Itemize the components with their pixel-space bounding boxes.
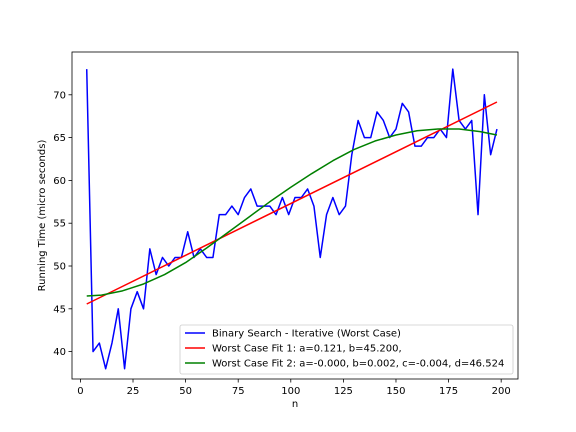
x-tick-label: 100	[281, 386, 300, 397]
x-tick-label: 75	[232, 386, 245, 397]
legend-label-binary-search: Binary Search - Iterative (Worst Case)	[212, 329, 401, 340]
y-tick-label: 60	[53, 176, 66, 187]
x-tick-label: 200	[492, 386, 511, 397]
legend: Binary Search - Iterative (Worst Case) W…	[179, 324, 514, 375]
plot-lines	[85, 68, 498, 370]
y-axis-label: Running Time (micro seconds)	[37, 140, 48, 292]
x-axis-label: n	[292, 399, 298, 410]
y-tick-label: 50	[53, 262, 66, 273]
x-tick-label: 125	[334, 386, 353, 397]
y-tick-label: 45	[53, 304, 66, 315]
x-tick-label: 25	[127, 386, 140, 397]
y-tick-label: 65	[53, 133, 66, 144]
x-tick-label: 175	[439, 386, 458, 397]
y-tick-label: 70	[53, 90, 66, 101]
legend-label-fit-1: Worst Case Fit 1: a=0.121, b=45.200,	[212, 344, 402, 355]
x-axis-ticks: 0 25 50 75 100 125 150 175 200	[77, 379, 511, 397]
y-tick-label: 55	[53, 219, 66, 230]
y-tick-label: 40	[53, 347, 66, 358]
fit-2-line	[86, 128, 498, 297]
fit-1-line	[86, 101, 498, 305]
y-axis-ticks: 40 45 50 55 60 65 70	[53, 90, 72, 358]
plot-frame	[71, 51, 519, 380]
legend-box	[179, 324, 514, 375]
x-tick-label: 50	[179, 386, 192, 397]
x-tick-label: 150	[386, 386, 405, 397]
x-tick-label: 0	[77, 386, 83, 397]
legend-label-fit-2: Worst Case Fit 2: a=-0.000, b=0.002, c=-…	[212, 359, 504, 370]
